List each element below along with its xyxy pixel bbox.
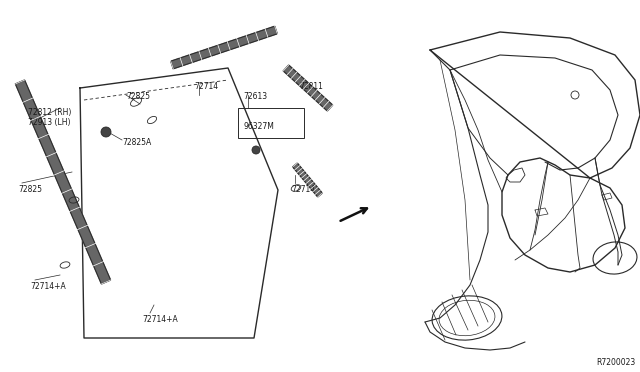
Text: 72811: 72811 [299,82,323,91]
Text: R7200023: R7200023 [596,358,636,367]
Text: 72714: 72714 [194,82,218,91]
Bar [238,108,304,138]
Polygon shape [171,26,277,69]
Text: 72825: 72825 [18,185,42,194]
Text: 96327M: 96327M [243,122,274,131]
Text: 72913 (LH): 72913 (LH) [28,118,70,127]
Polygon shape [292,163,323,197]
Text: 72825: 72825 [126,92,150,101]
Polygon shape [15,80,111,284]
Text: 72714+A: 72714+A [30,282,66,291]
Polygon shape [284,65,333,111]
Circle shape [101,127,111,137]
Circle shape [252,146,260,154]
Text: 72825A: 72825A [122,138,151,147]
Text: 72613: 72613 [243,92,267,101]
Text: 72714: 72714 [291,185,315,194]
Text: 72714+A: 72714+A [142,315,178,324]
Text: 72812 (RH): 72812 (RH) [28,108,72,117]
